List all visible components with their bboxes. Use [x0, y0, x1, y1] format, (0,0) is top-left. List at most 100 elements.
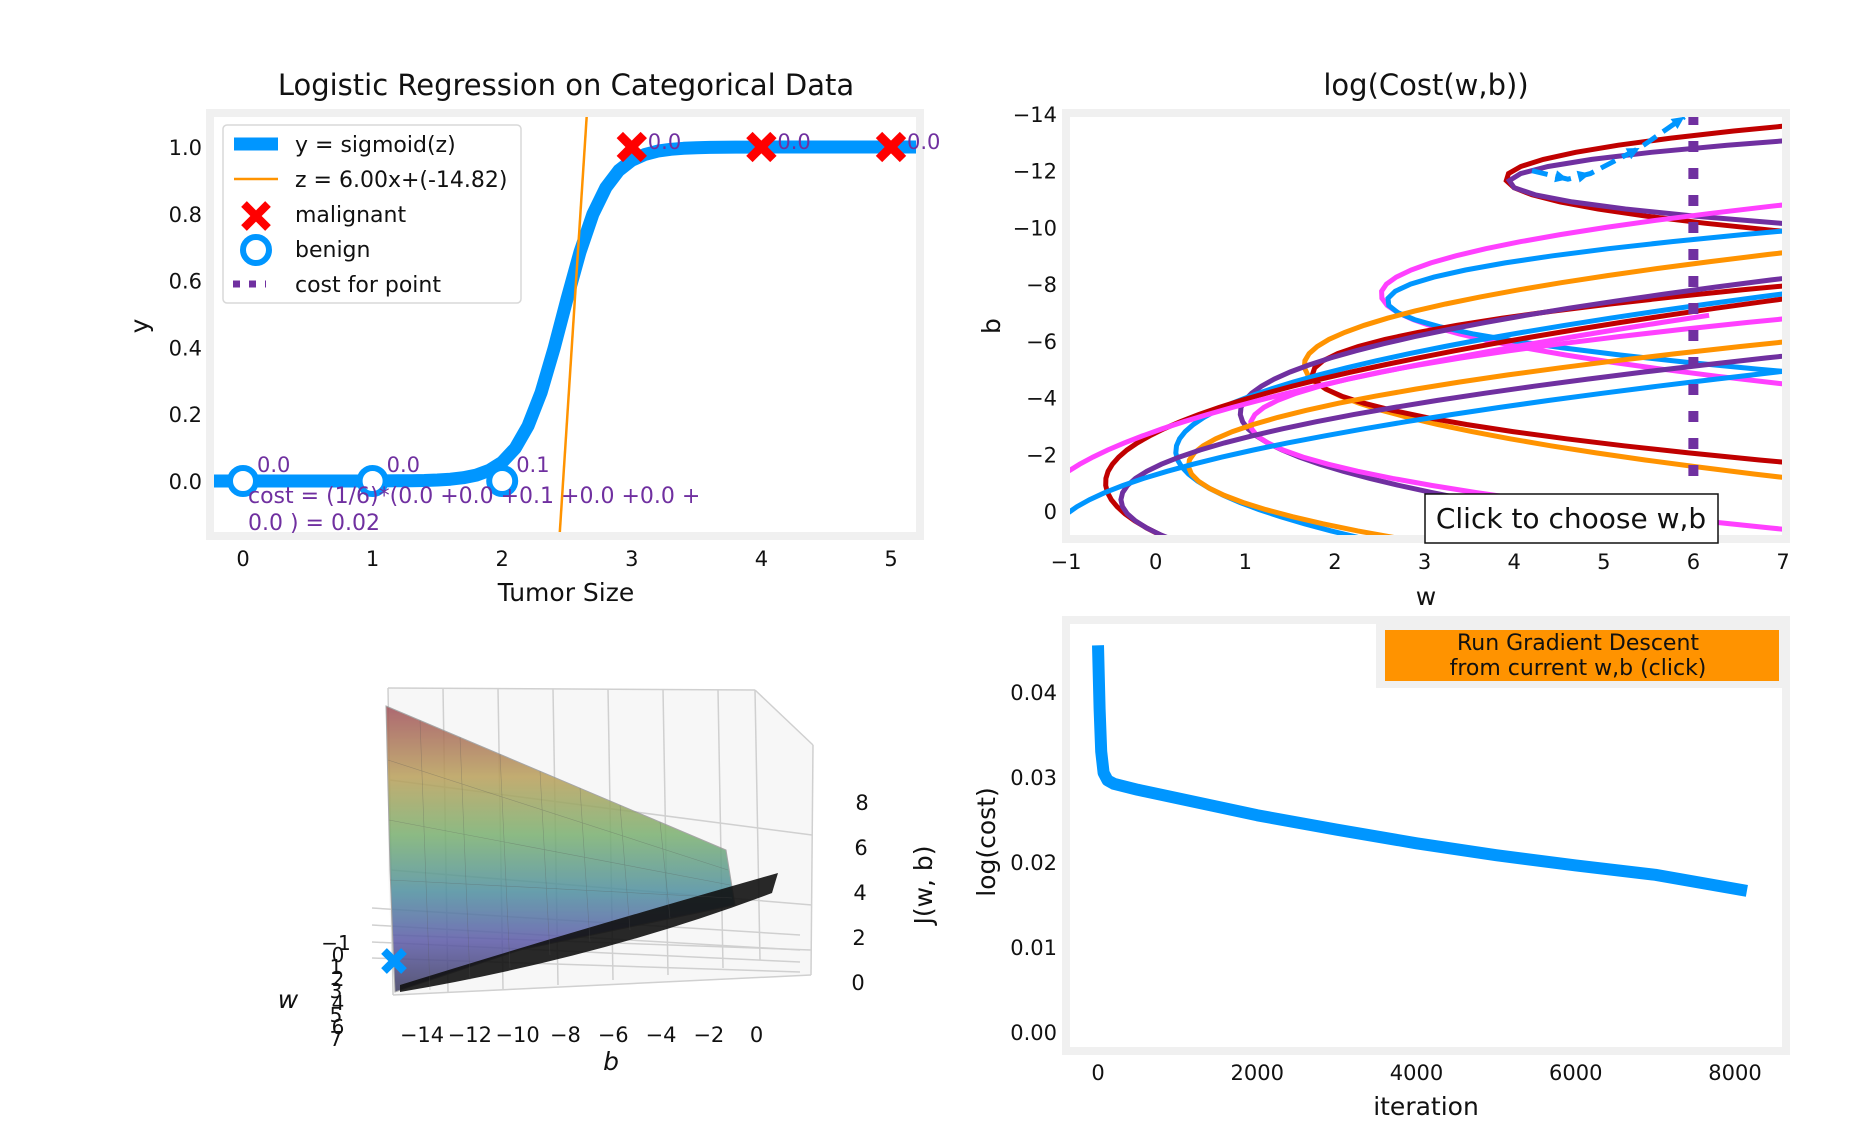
contour-chart[interactable]: log(Cost(w,b)) −1 0 1 2 3 4 5 6 7 −14−12−10−8−6−…	[977, 0, 1860, 826]
linear-z-line	[558, 117, 588, 532]
legend-sigmoid-label: y = sigmoid(z)	[295, 133, 456, 158]
plot4-y-tick: 0.00	[1010, 1021, 1057, 1045]
benign-point-label: 0.0	[257, 453, 290, 477]
contour-line	[1070, 312, 1710, 474]
benign-point-label: 0.1	[516, 453, 549, 477]
malignant-point-label: 0.0	[777, 130, 810, 154]
legend-malignant-label: malignant	[295, 203, 406, 228]
contour-line	[1505, 138, 1782, 226]
plot1-y-tick: 1.0	[169, 136, 202, 160]
plot2-y-tick: −6	[1026, 330, 1057, 354]
cost-history-chart: 0 2000 4000 6000 8000 0.00 0.01 0.02 0.03 0.04 i…	[972, 616, 1790, 1121]
plot1-x-ticks: 0 1 2 3 4 5	[236, 547, 897, 571]
plot4-y-tick: 0.03	[1010, 766, 1057, 790]
contour-line	[1248, 316, 1782, 532]
path-arrowhead	[1576, 170, 1591, 183]
choose-wb-button-label: Click to choose w,b	[1436, 502, 1706, 535]
path-arrowhead	[1625, 148, 1640, 160]
plot1-y-tick: 0.0	[169, 470, 202, 494]
plot1-y-ticks: 0.0 0.2 0.4 0.6 0.8 1.0	[169, 136, 202, 494]
benign-point	[227, 465, 259, 497]
choose-wb-button[interactable]: Click to choose w,b	[1424, 493, 1719, 544]
plot1-points: 0.0 0.0 0.0 0.0 0.0 0.1	[227, 130, 940, 497]
plot4-y-tick: 0.02	[1010, 851, 1057, 875]
contour-line	[1118, 353, 1782, 535]
sigmoid-line	[214, 140, 916, 488]
legend-linear-label: z = 6.00x+(-14.82)	[295, 168, 508, 193]
malignant-point-label: 0.0	[907, 130, 940, 154]
w-axis-tick: 1	[330, 955, 343, 979]
plot2-y-tick: −4	[1026, 387, 1057, 411]
contour-line	[1070, 368, 1782, 515]
plot2-x-tick: −1	[1051, 550, 1082, 574]
z-axis-tick: 6	[854, 836, 867, 860]
plot2-y-tick: −2	[1026, 443, 1057, 467]
legend-box	[222, 124, 522, 304]
legend-cost-label: cost for point	[295, 273, 441, 298]
plot1-x-tick: 0	[236, 547, 249, 571]
benign-point-label: 0.0	[387, 453, 420, 477]
w-axis-tick: 7	[330, 1027, 343, 1051]
plot4-x-tick: 4000	[1390, 1061, 1443, 1085]
plot4-x-tick: 8000	[1708, 1061, 1761, 1085]
plot1-x-tick: 1	[366, 547, 379, 571]
plot1-ylabel: y	[125, 318, 154, 333]
plot1-y-tick: 0.4	[169, 336, 202, 360]
malignant-point-label: 0.0	[648, 130, 681, 154]
plot1-legend: y = sigmoid(z) z = 6.00x+(-14.82) malign…	[222, 124, 522, 304]
plot4-frame	[1062, 616, 1790, 1055]
malignant-point	[875, 131, 907, 163]
b-axis-ticks: −14 −12 −10 −8 −6 −4 −2 0	[400, 1023, 763, 1047]
plot1-y-tick: 0.2	[169, 403, 202, 427]
surface-wireframe	[387, 719, 733, 991]
plot4-y-tick: 0.04	[1010, 681, 1057, 705]
malignant-point-stroke	[875, 131, 907, 163]
malignant-point	[616, 131, 647, 163]
legend-malignant-marker	[241, 201, 271, 231]
path-arrowhead	[1670, 117, 1685, 129]
run-gd-label-line1: Run Gradient Descent	[1457, 631, 1699, 656]
plot2-y-tick: 0	[1044, 500, 1057, 524]
plot4-x-tick: 6000	[1549, 1061, 1602, 1085]
malignant-point	[746, 131, 777, 163]
plot1-x-tick: 2	[496, 547, 509, 571]
sigmoid-chart: Logistic Regression on Categorical Data …	[125, 68, 940, 607]
plot2-x-ticks: −1 0 1 2 3 4 5 6 7	[1051, 550, 1790, 574]
w-axis-tick: 5	[330, 1003, 343, 1027]
plot4-x-tick: 0	[1091, 1061, 1104, 1085]
plot2-x-tick: 0	[1149, 550, 1162, 574]
plot2-x-tick: 2	[1328, 550, 1341, 574]
plot2-y-tick: −12	[1013, 160, 1057, 184]
plot1-x-tick: 4	[755, 547, 768, 571]
legend-benign-marker	[240, 234, 272, 266]
w-axis-tick: −1	[321, 931, 350, 955]
plot2-y-tick: −14	[1013, 103, 1057, 127]
legend-benign-label: benign	[295, 238, 370, 263]
b-axis-tick: −8	[550, 1023, 581, 1047]
plot2-y-ticks: −14 −12 −10 −8 −6 −4 −2 0	[1013, 103, 1057, 524]
run-gradient-descent-button[interactable]: Run Gradient Descent from current w,b (c…	[1376, 624, 1782, 688]
z-axis-ticks: 0 2 4 6 8	[851, 791, 868, 995]
plot2-y-tick: −8	[1026, 273, 1057, 297]
plot4-x-tick: 2000	[1231, 1061, 1284, 1085]
path-arrowheads	[1554, 117, 1685, 183]
w-axis-tick: 4	[332, 991, 345, 1015]
plot4-y-ticks: 0.00 0.01 0.02 0.03 0.04	[1010, 681, 1057, 1045]
z-axis-tick: 8	[855, 791, 868, 815]
b-axis-tick: 0	[750, 1023, 763, 1047]
plot2-x-tick: 5	[1597, 550, 1610, 574]
plot2-y-tick: −10	[1013, 216, 1057, 240]
plot2-title: log(Cost(w,b))	[1323, 68, 1528, 102]
b-axis-tick: −12	[448, 1023, 492, 1047]
plot4-x-ticks: 0 2000 4000 6000 8000	[1091, 1061, 1761, 1085]
contour-line	[1309, 283, 1782, 465]
benign-point	[486, 465, 519, 497]
z-axis-tick: 4	[853, 881, 866, 905]
w-axis-tick: 6	[332, 1015, 345, 1039]
b-axis-tick: −10	[495, 1023, 539, 1047]
w-axis-tick: 3	[330, 979, 343, 1003]
contour-line	[1385, 228, 1782, 374]
